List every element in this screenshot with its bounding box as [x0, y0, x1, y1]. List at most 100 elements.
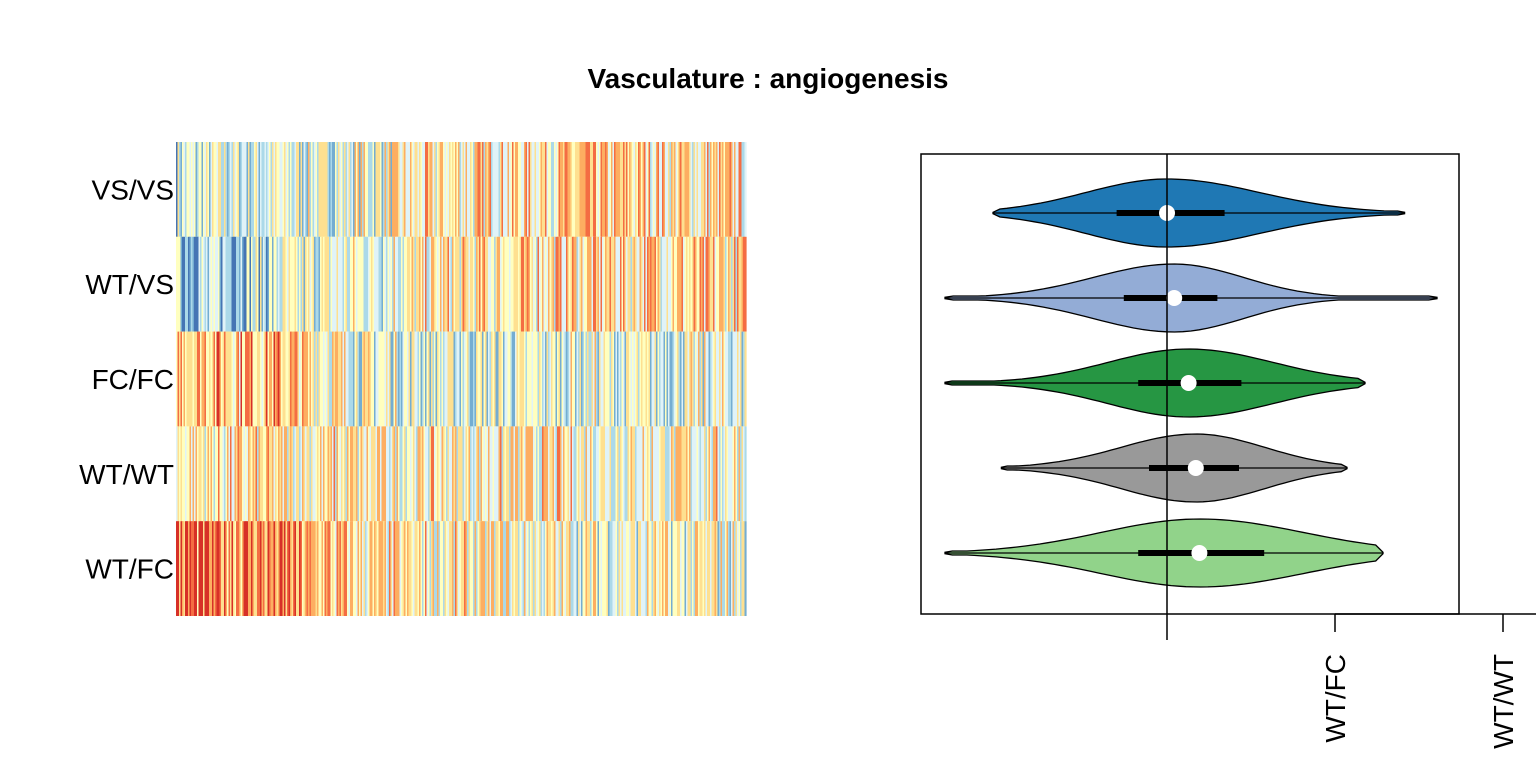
heatmap-cell	[563, 426, 566, 522]
heatmap-cell	[356, 236, 359, 332]
heatmap-cell	[575, 331, 578, 427]
heatmap-cell	[291, 426, 294, 522]
heatmap-cell	[399, 331, 402, 427]
heatmap-cell	[261, 521, 264, 616]
heatmap-cell	[611, 142, 614, 237]
heatmap-cell	[183, 331, 186, 427]
heatmap-cell	[473, 331, 476, 427]
heatmap-cell	[452, 426, 455, 522]
heatmap-cell	[224, 236, 227, 332]
heatmap-cell	[462, 142, 465, 237]
heatmap-cell	[324, 236, 327, 332]
heatmap-cell	[554, 426, 557, 522]
heatmap-cell	[704, 521, 707, 616]
heatmap-cell	[731, 521, 734, 616]
heatmap-cell	[632, 331, 635, 427]
heatmap-cell	[611, 331, 614, 427]
heatmap-cell	[227, 236, 230, 332]
heatmap-cell	[423, 142, 426, 237]
heatmap-cell	[228, 236, 231, 332]
heatmap-cell	[225, 331, 228, 427]
heatmap-cell	[531, 236, 534, 332]
heatmap-cell	[572, 236, 575, 332]
heatmap-cell	[621, 142, 624, 237]
heatmap-cell	[522, 331, 525, 427]
heatmap-cell	[188, 426, 191, 522]
heatmap-cell	[669, 331, 672, 427]
heatmap-cell	[548, 236, 551, 332]
heatmap-cell	[663, 142, 666, 237]
heatmap-cell	[728, 142, 731, 237]
heatmap-cell	[213, 331, 216, 427]
heatmap-cell	[179, 142, 182, 237]
heatmap-cell	[560, 426, 563, 522]
heatmap-cell	[200, 331, 203, 427]
heatmap-cell	[468, 521, 471, 616]
heatmap-cell	[300, 426, 303, 522]
heatmap-cell	[597, 426, 600, 522]
heatmap-cell	[273, 521, 276, 616]
heatmap-cell	[677, 236, 680, 332]
heatmap-cell	[632, 426, 635, 522]
heatmap-cell	[737, 521, 740, 616]
heatmap-cell	[489, 142, 492, 237]
heatmap-cell	[297, 331, 300, 427]
heatmap-cell	[384, 521, 387, 616]
heatmap-cell	[668, 521, 671, 616]
heatmap-cell	[581, 236, 584, 332]
heatmap-cell	[314, 236, 317, 332]
heatmap-cell	[503, 236, 506, 332]
heatmap-cell	[362, 426, 365, 522]
heatmap-cell	[539, 331, 542, 427]
heatmap-cell	[207, 331, 210, 427]
heatmap-cell	[293, 426, 296, 522]
heatmap-cell	[654, 331, 657, 427]
heatmap-cell	[356, 142, 359, 237]
heatmap-cell	[185, 331, 188, 427]
heatmap-cell	[743, 521, 746, 616]
heatmap-cell	[738, 142, 741, 237]
heatmap-cell	[203, 236, 206, 332]
heatmap-cell	[381, 426, 384, 522]
heatmap-cell	[570, 142, 573, 237]
heatmap-cell	[588, 521, 591, 616]
heatmap-cell	[644, 142, 647, 237]
heatmap-cell	[305, 426, 308, 522]
heatmap-cell	[486, 142, 489, 237]
heatmap-cell	[273, 236, 276, 332]
heatmap-cell	[438, 521, 441, 616]
heatmap-cell	[336, 331, 339, 427]
heatmap-cell	[516, 142, 519, 237]
heatmap-cell	[443, 426, 446, 522]
heatmap-cell	[390, 331, 393, 427]
heatmap-cell	[690, 521, 693, 616]
heatmap-cell	[191, 236, 194, 332]
heatmap-cell	[662, 142, 665, 237]
heatmap-cell	[431, 142, 434, 237]
heatmap-cell	[458, 426, 461, 522]
heatmap-cell	[363, 426, 366, 522]
heatmap-cell	[554, 236, 557, 332]
heatmap-cell	[726, 331, 729, 427]
heatmap-cell	[224, 142, 227, 237]
heatmap-cell	[635, 142, 638, 237]
heatmap-cell	[506, 426, 509, 522]
heatmap-cell	[276, 142, 279, 237]
heatmap-cell	[612, 426, 615, 522]
heatmap-cell	[353, 331, 356, 427]
heatmap-cell	[495, 142, 498, 237]
heatmap-cell	[411, 331, 414, 427]
heatmap-cell	[702, 331, 705, 427]
heatmap-cell	[684, 521, 687, 616]
heatmap-cell	[662, 331, 665, 427]
heatmap-cell	[434, 236, 437, 332]
heatmap-cell	[285, 236, 288, 332]
heatmap-cell	[251, 521, 254, 616]
heatmap-cell	[458, 521, 461, 616]
heatmap-cell	[555, 331, 558, 427]
heatmap-cell	[444, 236, 447, 332]
heatmap-cell	[600, 521, 603, 616]
heatmap-cell	[417, 426, 420, 522]
heatmap-cell	[498, 142, 501, 237]
heatmap-cell	[521, 331, 524, 427]
